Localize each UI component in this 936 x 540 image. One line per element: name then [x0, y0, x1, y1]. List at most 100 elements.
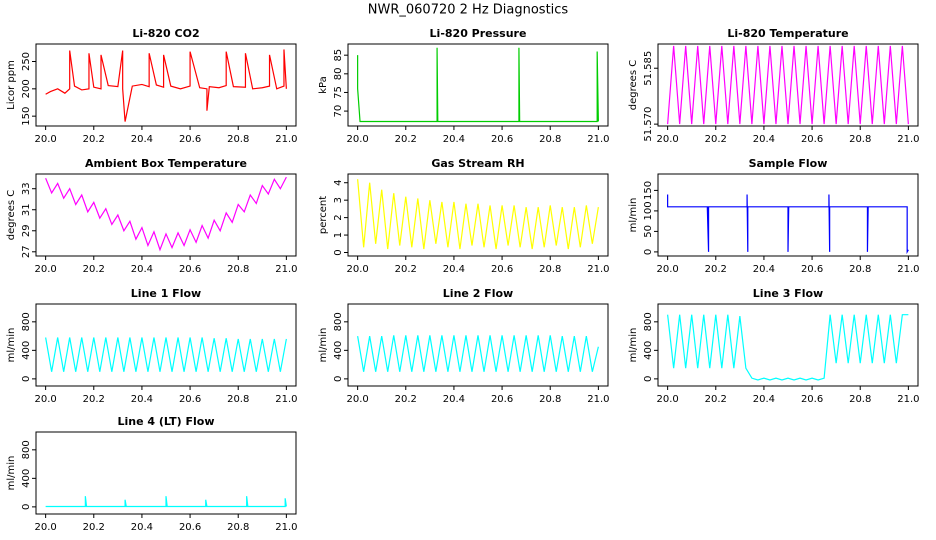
panel-title: Sample Flow	[749, 157, 828, 170]
plot-frame	[657, 303, 919, 387]
x-tick-label: 20.2	[705, 134, 727, 145]
x-tick-label: 20.0	[34, 134, 56, 145]
x-tick-label: 20.2	[395, 264, 417, 275]
plot-area	[45, 337, 287, 372]
y-tick-label: 800	[21, 312, 32, 331]
plot-area	[357, 335, 599, 372]
x-tick-label: 21.0	[275, 394, 297, 405]
y-axis-label: ml/min	[628, 328, 639, 363]
y-tick-label: 50	[643, 225, 654, 238]
y-axis-label: Licor ppm	[6, 60, 17, 110]
data-line	[45, 49, 287, 122]
y-tick-label: 51.570	[643, 107, 654, 142]
panel-title: Li-820 Pressure	[430, 27, 527, 40]
y-tick-label: 75	[333, 86, 344, 99]
x-tick-label: 20.6	[179, 522, 201, 533]
y-tick-label: 80	[333, 67, 344, 80]
y-tick-label: 200	[21, 79, 32, 98]
y-tick-label: 51.585	[643, 51, 654, 86]
plot-area	[667, 194, 909, 255]
data-line	[667, 45, 909, 125]
plot-frame	[35, 43, 297, 127]
plot-area	[357, 47, 599, 123]
y-axis-label: ml/min	[6, 456, 17, 491]
panel-title: Ambient Box Temperature	[85, 157, 247, 170]
y-tick-label: 29	[21, 224, 32, 237]
x-tick-label: 20.0	[34, 394, 56, 405]
panel-title: Line 4 (LT) Flow	[118, 415, 215, 428]
x-tick-label: 20.2	[705, 264, 727, 275]
data-line	[357, 47, 599, 123]
x-tick-label: 21.0	[275, 264, 297, 275]
x-tick-label: 20.2	[705, 394, 727, 405]
x-tick-label: 21.0	[587, 134, 609, 145]
x-tick-label: 20.2	[83, 134, 105, 145]
x-tick-label: 21.0	[587, 264, 609, 275]
y-tick-label: 0	[21, 376, 32, 382]
plot-area	[45, 176, 287, 252]
x-tick-label: 20.6	[801, 394, 823, 405]
plot-frame	[35, 303, 297, 387]
x-tick-label: 20.8	[539, 394, 561, 405]
y-tick-label: 70	[333, 105, 344, 118]
y-tick-label: 0	[333, 376, 344, 382]
plot-frame	[347, 43, 609, 127]
y-tick-label: 400	[643, 341, 654, 360]
x-tick-label: 20.2	[395, 134, 417, 145]
y-tick-label: 400	[21, 341, 32, 360]
x-tick-label: 20.4	[131, 134, 153, 145]
y-tick-label: 27	[21, 245, 32, 258]
y-axis-label: percent	[318, 196, 329, 234]
panel-title: Li-820 CO2	[132, 27, 199, 40]
panel: Gas Stream RH 20.0 20.2 20.4 20.6 20.8 21.0 0 1 2…	[318, 157, 610, 275]
plot-area	[667, 45, 909, 125]
x-tick-label: 20.4	[753, 394, 775, 405]
x-tick-label: 20.0	[346, 394, 368, 405]
y-tick-label: 4	[333, 180, 344, 186]
plot-frame	[347, 173, 609, 257]
x-tick-label: 20.6	[801, 134, 823, 145]
x-tick-label: 20.8	[849, 264, 871, 275]
panel-title: Line 2 Flow	[443, 287, 513, 300]
plot-area	[45, 49, 287, 122]
panel: Line 3 Flow 20.0 20.2 20.4 20.6 20.8 21.0 0 400 8…	[628, 287, 920, 405]
y-tick-label: 85	[333, 49, 344, 62]
y-tick-label: 3	[333, 197, 344, 203]
plot-frame	[347, 303, 609, 387]
panel: Ambient Box Temperature 20.0 20.2 20.4 20.6 2…	[6, 157, 298, 275]
x-tick-label: 20.0	[656, 134, 678, 145]
x-tick-label: 20.4	[753, 134, 775, 145]
x-tick-label: 20.4	[131, 522, 153, 533]
y-axis-label: ml/min	[318, 328, 329, 363]
y-tick-label: 33	[21, 182, 32, 195]
x-tick-label: 20.2	[83, 264, 105, 275]
plot-area	[45, 496, 287, 508]
x-tick-label: 21.0	[275, 134, 297, 145]
page-title: NWR_060720 2 Hz Diagnostics	[368, 3, 569, 18]
plot-frame	[35, 431, 297, 515]
x-tick-label: 20.6	[179, 134, 201, 145]
x-tick-label: 20.6	[179, 394, 201, 405]
x-tick-label: 20.0	[346, 264, 368, 275]
x-tick-label: 20.4	[443, 264, 465, 275]
panel-title: Li-820 Temperature	[727, 27, 848, 40]
x-tick-label: 20.0	[346, 134, 368, 145]
y-tick-label: 0	[643, 249, 654, 255]
y-axis-label: degrees C	[628, 60, 639, 110]
y-tick-label: 800	[643, 312, 654, 331]
plot-frame	[35, 173, 297, 257]
panel: Li-820 Temperature 20.0 20.2 20.4 20.6 20.8 21…	[628, 27, 920, 145]
y-tick-label: 150	[21, 107, 32, 126]
panel: Line 1 Flow 20.0 20.2 20.4 20.6 20.8 21.0 0 400 8…	[6, 287, 298, 405]
panel: Sample Flow 20.0 20.2 20.4 20.6 20.8 21.0 0 50 10…	[628, 157, 920, 275]
y-tick-label: 0	[21, 504, 32, 510]
panel-title: Line 1 Flow	[131, 287, 201, 300]
x-tick-label: 20.8	[539, 134, 561, 145]
data-line	[45, 496, 287, 508]
y-tick-label: 100	[643, 201, 654, 220]
plot-frame	[657, 43, 919, 127]
panel-title: Gas Stream RH	[431, 157, 524, 170]
x-tick-label: 20.4	[131, 394, 153, 405]
y-tick-label: 1	[333, 232, 344, 238]
